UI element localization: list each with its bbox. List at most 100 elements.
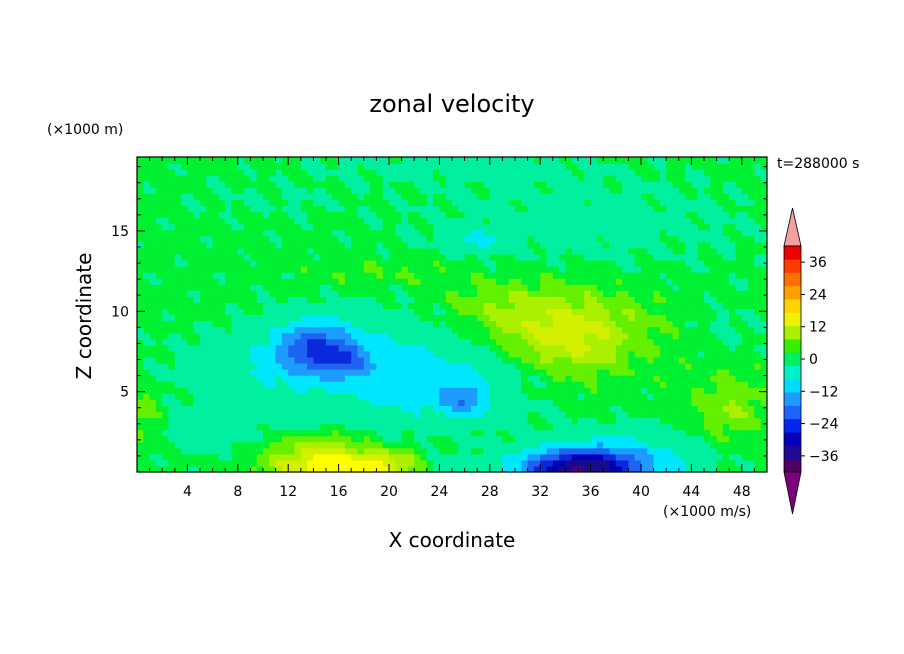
heat-cell (741, 181, 749, 188)
heat-cell (162, 332, 170, 340)
heat-cell (445, 435, 453, 443)
heat-cell (565, 296, 573, 303)
heat-cell (256, 284, 264, 291)
heat-cell (187, 320, 195, 328)
heat-cell (691, 350, 699, 358)
heat-cell (389, 362, 396, 370)
heat-cell (288, 375, 296, 382)
heat-cell (326, 459, 333, 467)
heat-cell (143, 320, 151, 328)
heat-cell (596, 187, 604, 194)
heat-cell (710, 290, 718, 297)
heat-cell (754, 381, 762, 388)
heat-cell (168, 405, 176, 413)
heat-cell (407, 217, 415, 225)
heat-cell (281, 223, 289, 231)
heat-cell (634, 205, 642, 213)
heat-cell (584, 423, 592, 431)
heat-cell (659, 435, 667, 443)
heat-cell (508, 296, 516, 303)
heat-cell (269, 369, 277, 376)
heat-cell (470, 344, 478, 352)
heat-cell (439, 344, 447, 352)
heat-cell (716, 205, 724, 213)
heat-cell (338, 290, 346, 297)
heat-cell (407, 435, 415, 443)
heat-cell (269, 381, 277, 388)
heat-cell (691, 199, 699, 207)
heat-cell (729, 211, 737, 219)
heat-cell (206, 326, 214, 334)
heat-cell (382, 411, 390, 419)
heat-cell (181, 247, 188, 255)
heat-cell (200, 199, 207, 207)
heat-cell (609, 459, 617, 467)
heat-cell (672, 290, 680, 297)
heat-cell (256, 375, 264, 382)
heat-cell (584, 223, 592, 231)
heat-cell (389, 259, 396, 267)
heat-cell (237, 453, 245, 461)
heat-cell (351, 399, 359, 406)
heat-cell (685, 453, 692, 461)
heat-cell (326, 441, 333, 449)
heat-cell (344, 278, 352, 285)
heat-cell (149, 369, 157, 376)
heat-cell (533, 314, 541, 322)
heat-cell (326, 169, 333, 176)
heat-cell (149, 362, 157, 370)
heat-cell (672, 284, 680, 291)
heat-cell (609, 290, 617, 297)
heat-cell (741, 338, 749, 346)
heat-cell (590, 235, 598, 243)
heat-cell (735, 356, 743, 364)
heat-cell (634, 272, 642, 279)
heat-cell (666, 187, 674, 194)
heat-cell (281, 259, 289, 267)
heat-cell (395, 229, 403, 237)
heat-cell (225, 314, 233, 322)
heat-cell (288, 266, 296, 273)
heat-cell (483, 241, 491, 249)
heat-cell (546, 193, 554, 201)
heat-cell (149, 211, 157, 219)
heat-cell (420, 308, 428, 316)
heat-cell (244, 241, 251, 249)
heat-cell (294, 362, 302, 370)
heat-cell (294, 259, 302, 267)
heat-cell (439, 387, 447, 394)
heat-cell (527, 272, 535, 279)
heat-cell (174, 393, 182, 400)
heat-cell (137, 193, 144, 201)
heat-cell (168, 369, 176, 376)
heat-cell (716, 181, 724, 188)
heat-cell (300, 387, 308, 394)
heat-cell (395, 417, 403, 425)
heat-cell (521, 296, 529, 303)
heat-cell (193, 338, 201, 346)
heat-cell (729, 362, 737, 370)
heat-cell (515, 199, 522, 207)
heat-cell (477, 211, 485, 219)
heat-cell (477, 350, 485, 358)
heat-cell (269, 235, 277, 243)
y-unit-label: (×1000 m) (47, 122, 123, 138)
heat-cell (641, 187, 648, 194)
heat-cell (149, 169, 157, 176)
heat-cell (263, 356, 270, 364)
heat-cell (628, 314, 636, 322)
heat-cell (628, 411, 636, 419)
heat-cell (527, 447, 535, 455)
heat-cell (521, 338, 529, 346)
heat-cell (143, 441, 151, 449)
heat-cell (426, 290, 434, 297)
heat-cell (590, 447, 598, 455)
heat-cell (590, 332, 598, 340)
heat-cell (363, 278, 371, 285)
heat-cell (187, 326, 195, 334)
heat-cell (137, 417, 144, 425)
heat-cell (344, 435, 352, 443)
heat-cell (414, 175, 422, 182)
heat-cell (376, 205, 384, 213)
heat-cell (527, 253, 535, 261)
